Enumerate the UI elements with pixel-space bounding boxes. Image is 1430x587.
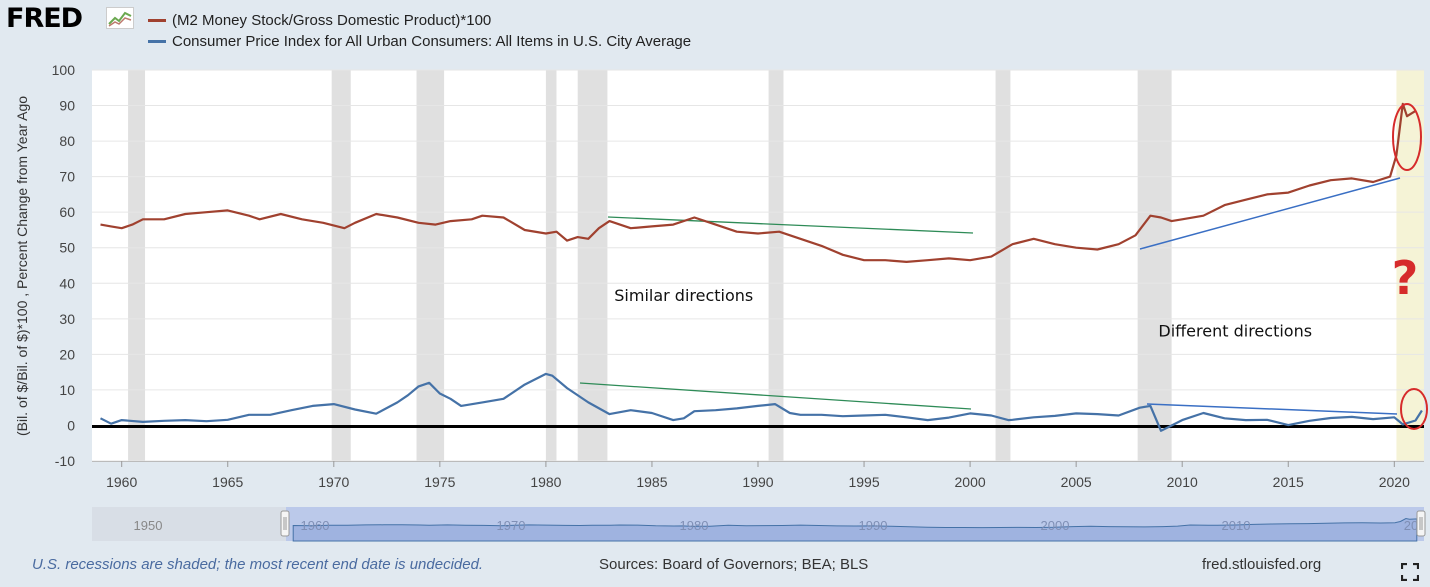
annotation-different-directions: Different directions: [1158, 322, 1312, 341]
x-tick-label: 1970: [318, 474, 349, 490]
navigator-tick-label: 2010: [1222, 518, 1251, 533]
y-tick-label: 20: [59, 346, 75, 362]
chart-legend: (M2 Money Stock/Gross Domestic Product)*…: [148, 10, 691, 52]
trend-line-m2-1983-2000: [607, 216, 974, 234]
legend-swatch-m2: [148, 19, 166, 22]
y-tick-label: 90: [59, 98, 75, 114]
x-tick-label: 1965: [212, 474, 243, 490]
annotation-question-mark: ?: [1392, 251, 1419, 305]
navigator-series-area: [292, 517, 1418, 542]
legend-label-m2: (M2 Money Stock/Gross Domestic Product)*…: [172, 12, 492, 29]
navigator-tick-label: 20: [1404, 518, 1418, 533]
y-tick-label: 50: [59, 240, 75, 256]
recession-band: [577, 70, 608, 461]
fullscreen-icon[interactable]: [1401, 563, 1419, 581]
recession-band: [416, 70, 445, 461]
x-tick-label: 2015: [1273, 474, 1304, 490]
navigator-tick-label: 1950: [134, 518, 163, 533]
x-tick-label: 2010: [1167, 474, 1198, 490]
recession-band: [128, 70, 146, 461]
fred-url-link[interactable]: fred.stlouisfed.org: [1202, 556, 1322, 573]
series-line-cpi[interactable]: [100, 372, 1423, 432]
recession-band: [995, 70, 1011, 461]
annotation-similar-directions: Similar directions: [614, 286, 753, 305]
x-tick-label: 1985: [636, 474, 667, 490]
y-tick-label: 60: [59, 204, 75, 220]
recession-band: [331, 70, 351, 461]
recession-band: [1137, 70, 1172, 461]
fred-logo[interactable]: FRED: [6, 3, 83, 34]
x-tick-label: 1975: [424, 474, 455, 490]
trend-line-m2-2008-2020: [1139, 177, 1401, 250]
legend-label-cpi: Consumer Price Index for All Urban Consu…: [172, 33, 692, 50]
trend-line-cpi-1982-2000: [579, 382, 972, 410]
x-tick-label: 2020: [1379, 474, 1410, 490]
recession-band: [545, 70, 557, 461]
navigator-handle-right[interactable]: [1416, 510, 1426, 537]
current-period-band: [1396, 70, 1424, 461]
y-axis-label: (Bil. of $/Bil. of $)*100 , Percent Chan…: [14, 96, 30, 436]
navigator-tick-label: 1980: [680, 518, 709, 533]
x-tick-label: 1960: [106, 474, 137, 490]
y-tick-label: 100: [52, 62, 76, 78]
series-line-m2-gdp[interactable]: [100, 102, 1417, 263]
x-tick-label: 2000: [955, 474, 986, 490]
navigator-handle-left[interactable]: [280, 510, 290, 537]
y-tick-label: 70: [59, 169, 75, 185]
y-tick-label: 30: [59, 311, 75, 327]
legend-swatch-cpi: [148, 40, 166, 43]
sources-text: Sources: Board of Governors; BEA; BLS: [599, 556, 869, 573]
plot-background: [92, 70, 1424, 461]
highlight-circle-cpi-spike: [1400, 388, 1428, 430]
highlight-circle-m2-spike: [1392, 103, 1422, 171]
line-chart-icon: [106, 7, 134, 29]
x-tick-label: 1995: [848, 474, 879, 490]
x-tick-label: 1980: [530, 474, 561, 490]
y-tick-label: 0: [67, 417, 75, 433]
recession-band: [768, 70, 784, 461]
y-tick-label: -10: [55, 453, 75, 469]
recession-note: U.S. recessions are shaded; the most rec…: [32, 556, 484, 573]
y-tick-label: 10: [59, 382, 75, 398]
navigator-tick-label: 1990: [859, 518, 888, 533]
x-tick-label: 2005: [1061, 474, 1092, 490]
navigator-tick-label: 1960: [301, 518, 330, 533]
y-tick-label: 80: [59, 133, 75, 149]
trend-line-cpi-2008-2020: [1146, 403, 1398, 415]
legend-item-cpi[interactable]: Consumer Price Index for All Urban Consu…: [148, 31, 691, 52]
x-tick-label: 1990: [742, 474, 773, 490]
navigator-tick-label: 2000: [1041, 518, 1070, 533]
legend-item-m2-gdp[interactable]: (M2 Money Stock/Gross Domestic Product)*…: [148, 10, 691, 31]
navigator-tick-label: 1970: [497, 518, 526, 533]
y-tick-label: 40: [59, 275, 75, 291]
